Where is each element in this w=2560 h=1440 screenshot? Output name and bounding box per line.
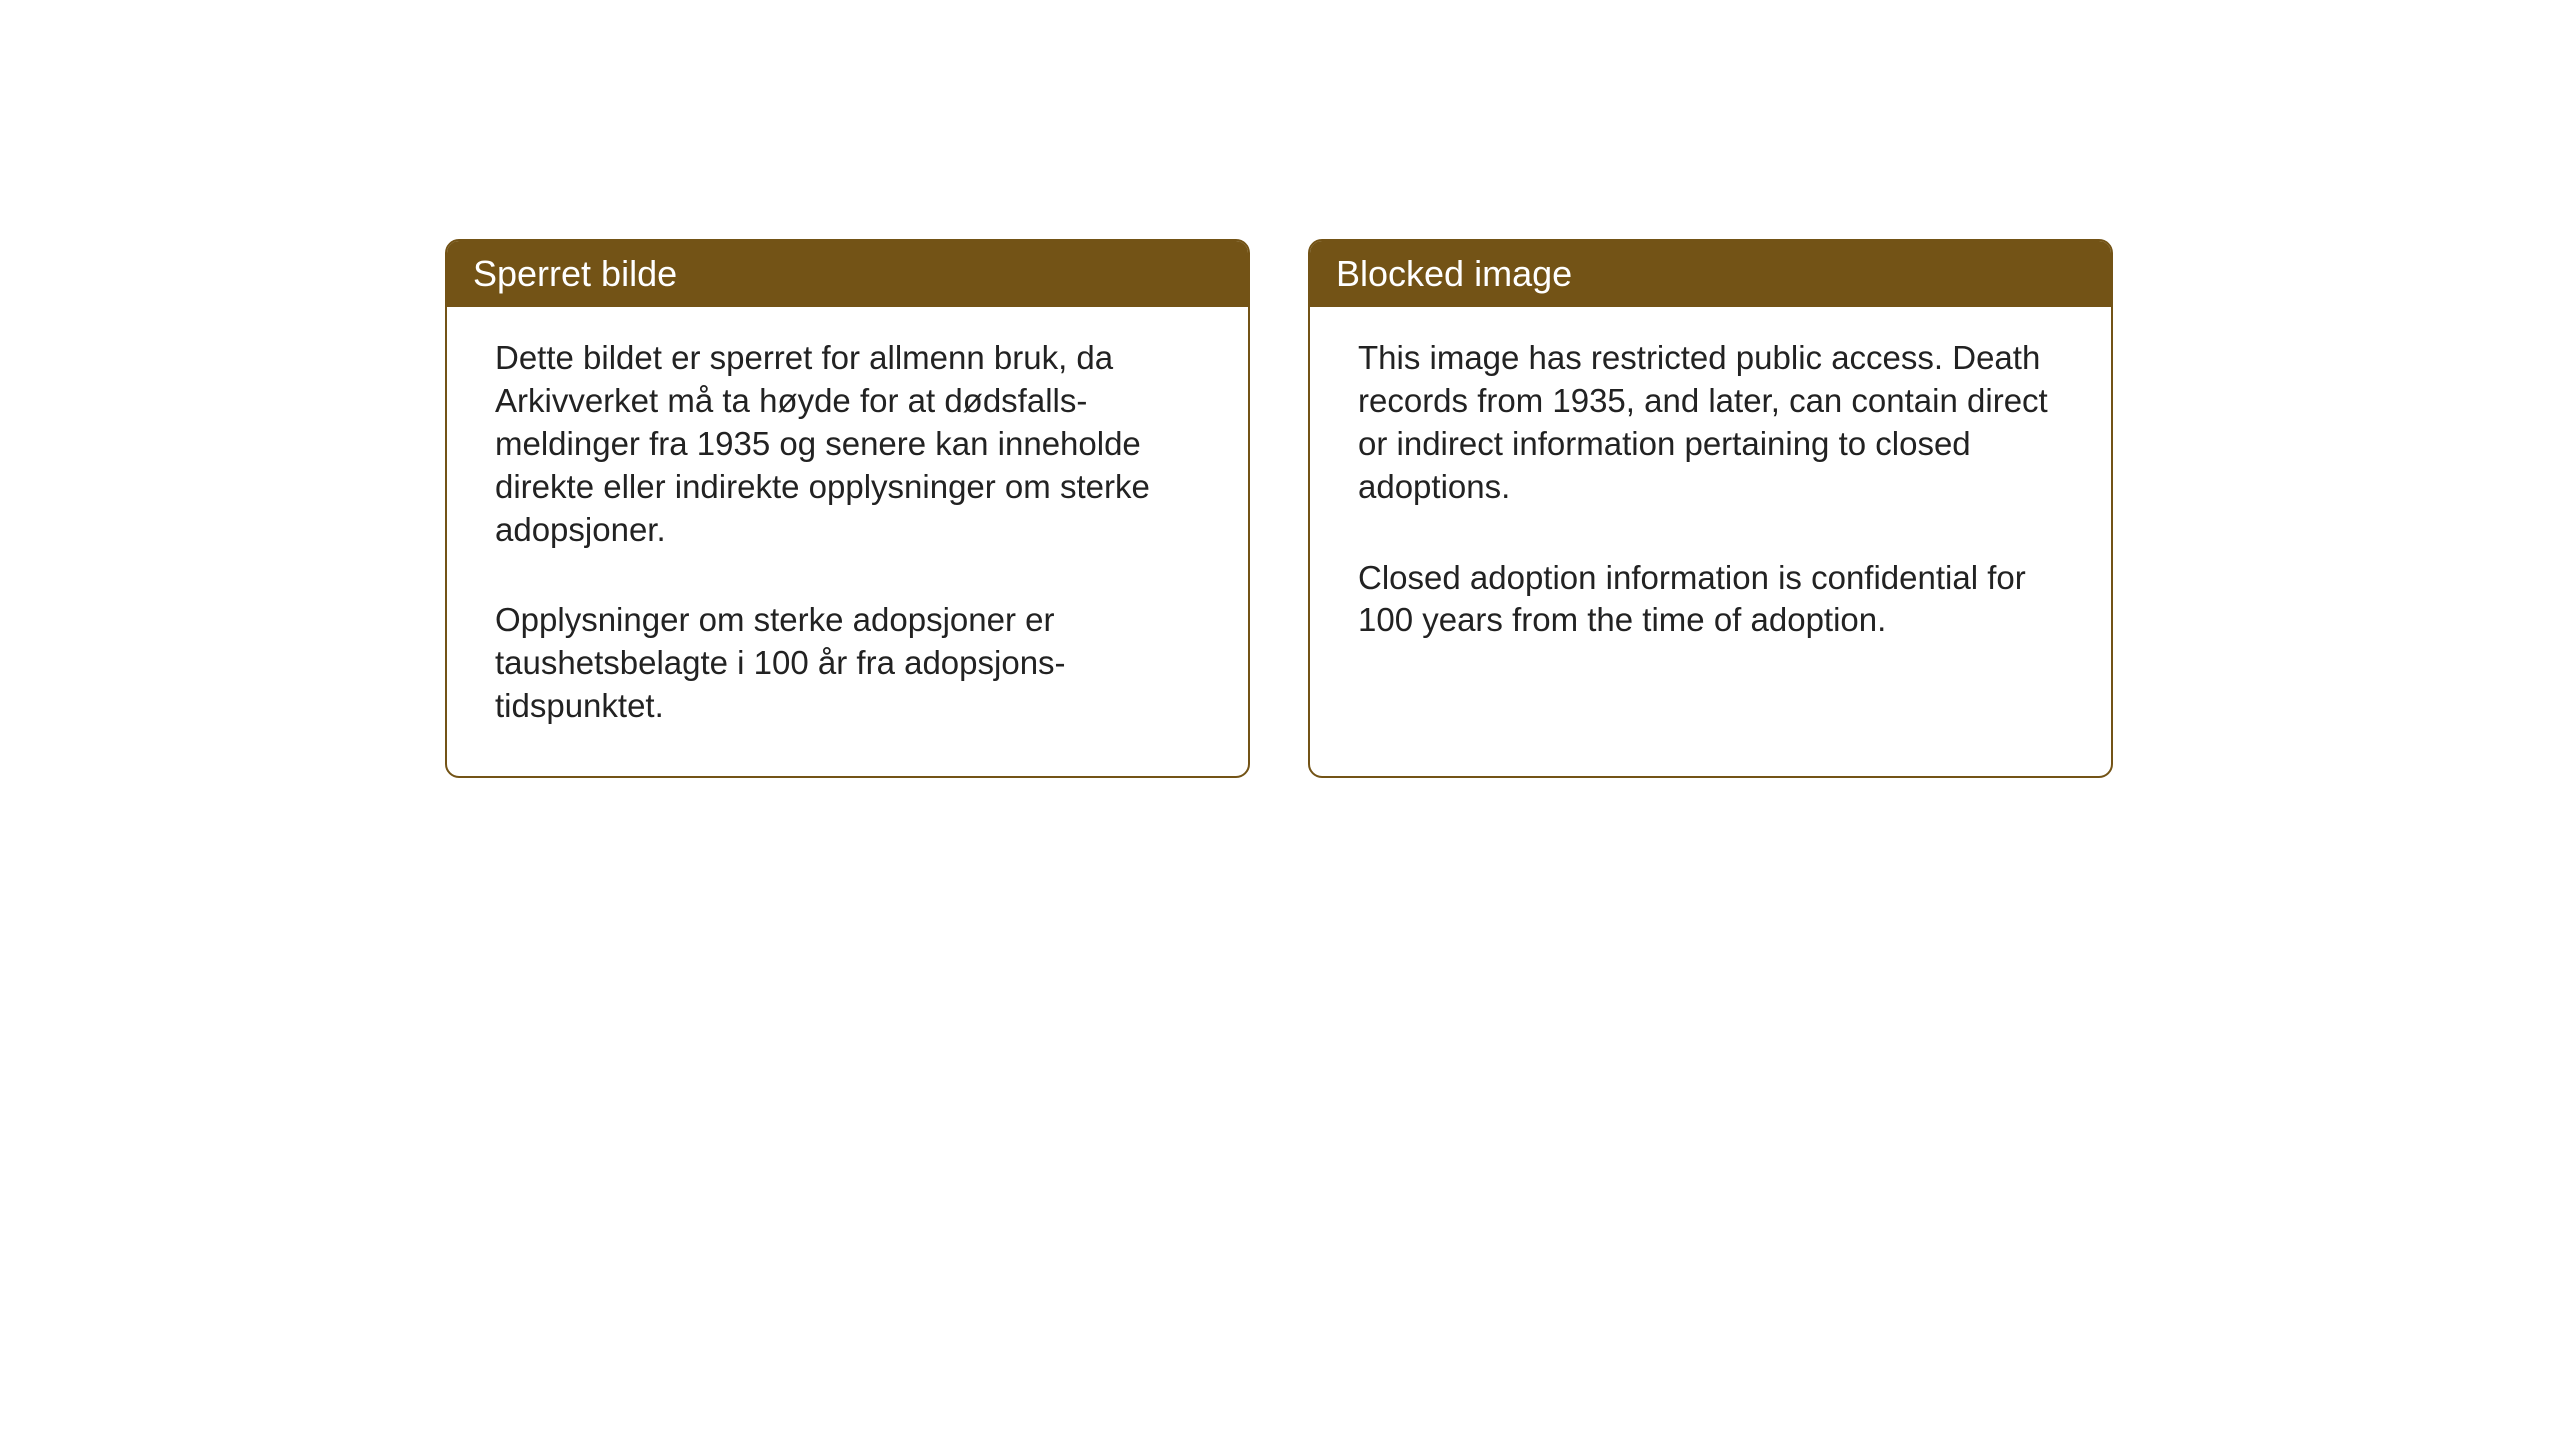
notice-paragraph-2-norwegian: Opplysninger om sterke adopsjoner er tau… bbox=[495, 599, 1200, 728]
notice-paragraph-2-english: Closed adoption information is confident… bbox=[1358, 557, 2063, 643]
notice-title-english: Blocked image bbox=[1336, 253, 1572, 294]
notice-body-norwegian: Dette bildet er sperret for allmenn bruk… bbox=[447, 307, 1248, 776]
notice-card-english: Blocked image This image has restricted … bbox=[1308, 239, 2113, 778]
notice-container: Sperret bilde Dette bildet er sperret fo… bbox=[445, 239, 2113, 778]
notice-header-norwegian: Sperret bilde bbox=[447, 241, 1248, 307]
notice-title-norwegian: Sperret bilde bbox=[473, 253, 677, 294]
notice-card-norwegian: Sperret bilde Dette bildet er sperret fo… bbox=[445, 239, 1250, 778]
notice-body-english: This image has restricted public access.… bbox=[1310, 307, 2111, 690]
notice-paragraph-1-english: This image has restricted public access.… bbox=[1358, 337, 2063, 509]
notice-paragraph-1-norwegian: Dette bildet er sperret for allmenn bruk… bbox=[495, 337, 1200, 551]
notice-header-english: Blocked image bbox=[1310, 241, 2111, 307]
